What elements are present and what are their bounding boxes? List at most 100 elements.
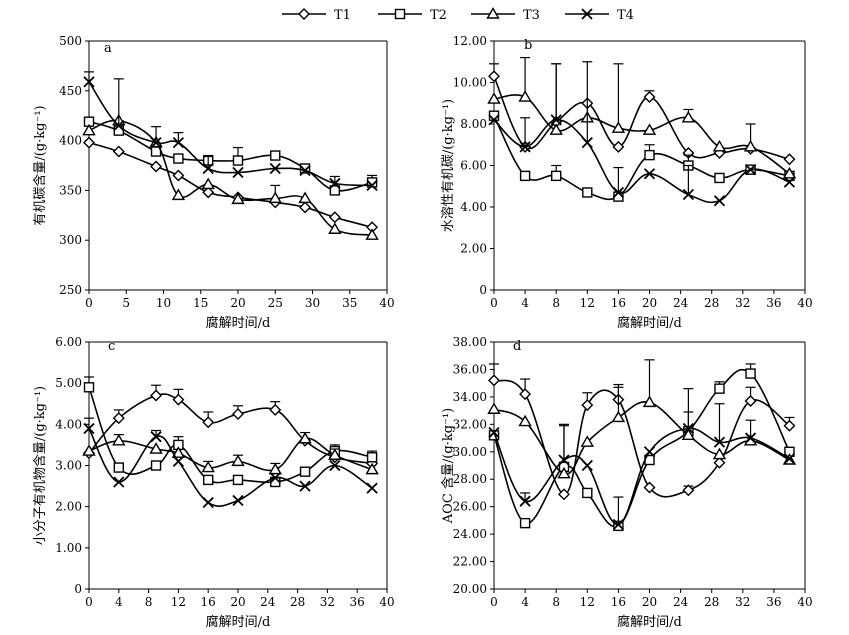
series-t3 (487, 56, 797, 179)
x-tick-label: 36 (766, 595, 781, 609)
t3-point-3 (171, 446, 186, 458)
t2-line (493, 115, 790, 201)
t4-point-6 (269, 162, 281, 175)
x-tick-label: 8 (552, 296, 560, 310)
y-axis-label: AOC 含量/(g·kg⁻¹) (440, 408, 456, 524)
y-tick-label: 34.00 (453, 390, 487, 404)
t1-point-2 (150, 160, 163, 173)
t4-line (88, 81, 373, 187)
series-t4 (83, 417, 378, 509)
t2-point-6 (270, 150, 281, 161)
t2-point-3 (173, 153, 184, 164)
t1-point-6 (269, 403, 282, 416)
t1-point-6 (682, 484, 695, 497)
t4-point-8 (744, 164, 757, 176)
x-tick-label: 4 (521, 595, 529, 609)
t3-point-2 (549, 123, 563, 135)
t3-point-7 (712, 447, 727, 460)
x-tick-label: 4 (521, 296, 529, 310)
t4-line (88, 428, 373, 507)
series-t4 (488, 388, 796, 531)
t4-point-4 (202, 162, 214, 175)
t4-point-4 (612, 186, 625, 199)
t3-point-6 (681, 428, 696, 441)
t4-point-4 (612, 518, 625, 531)
x-tick-label: 36 (766, 296, 781, 310)
t2-point-1 (519, 517, 531, 529)
t3-point-0 (487, 92, 501, 104)
t3-point-8 (328, 448, 342, 460)
x-tick-label: 12 (171, 595, 186, 609)
y-tick-label: 500 (59, 34, 82, 48)
t3-point-5 (231, 192, 245, 205)
x-tick-label: 20 (230, 296, 245, 310)
t3-point-7 (298, 431, 312, 444)
t1-point-0 (488, 374, 500, 387)
t1-point-1 (112, 145, 125, 158)
t2-point-3 (582, 187, 593, 198)
t3-point-2 (557, 466, 571, 479)
y-tick-label: 38.00 (453, 335, 487, 349)
t3-point-4 (611, 121, 626, 133)
y-axis-label: 有机碳含量/(g·kg⁻¹) (32, 105, 48, 225)
x-tick-label: 32 (735, 296, 750, 310)
t3-point-4 (201, 460, 215, 473)
y-tick-label: 24.00 (453, 527, 487, 541)
y-tick-label: 3.00 (55, 459, 82, 473)
t2-point-7 (299, 466, 311, 477)
legend-label: T2 (430, 8, 447, 23)
t1-point-4 (202, 186, 215, 199)
x-tick-label: 20 (642, 595, 657, 609)
legend: T1 T2 T3 T4 (282, 7, 634, 23)
t3-point-8 (743, 139, 758, 152)
t1-point-0 (488, 70, 500, 83)
t2-point-1 (519, 170, 531, 182)
t2-line (493, 368, 791, 528)
t1-point-3 (172, 169, 185, 182)
t2-point-7 (714, 383, 725, 394)
x-tick-label: 4 (115, 595, 123, 609)
t4-line (493, 427, 790, 526)
x-tick-label: 40 (379, 595, 394, 609)
panel-d: 0 4 8 12 16 20 24 28 32 36 40 20.00 22.00 24.00 26.00 2… (440, 335, 813, 630)
t1-line (88, 393, 373, 465)
t4-line (493, 119, 790, 204)
t2-point-8 (329, 185, 341, 196)
t1-point-2 (557, 488, 570, 501)
series-t2 (488, 363, 795, 532)
series-t2 (83, 116, 378, 196)
series-t1 (488, 363, 796, 501)
y-tick-label: 20.00 (453, 582, 487, 596)
x-tick-label: 28 (290, 595, 305, 609)
t3-point-4 (611, 410, 626, 423)
t3-point-1 (518, 414, 532, 427)
t4-point-6 (269, 472, 281, 484)
t3-point-6 (681, 110, 696, 123)
y-axis-label: 小分子有机物含量/(g·kg⁻¹) (32, 386, 48, 545)
x-axis-label: 腐解时间/d (617, 615, 682, 630)
legend-label: T4 (617, 8, 634, 23)
y-tick-label: 0 (74, 582, 82, 596)
t1-point-5 (643, 481, 656, 494)
t3-line (88, 437, 373, 472)
x-axis-label: 腐解时间/d (206, 316, 271, 331)
y-tick-label: 36.00 (453, 362, 487, 376)
x-tick-label: 15 (193, 296, 208, 310)
t3-point-1 (112, 433, 126, 446)
t2-point-9 (366, 177, 378, 188)
t1-point-5 (643, 91, 656, 104)
y-tick-label: 4.00 (55, 417, 82, 431)
t1-point-8 (744, 395, 757, 407)
y-tick-label: 32.00 (453, 417, 487, 431)
x-tick-label: 20 (230, 595, 245, 609)
t4-point-1 (519, 141, 531, 153)
t2-line (88, 387, 373, 484)
t4-point-9 (783, 453, 796, 465)
series-t3 (487, 359, 797, 479)
t3-point-3 (171, 188, 186, 201)
t4-point-5 (232, 494, 244, 507)
panel-label: c (108, 339, 115, 354)
panel-label: b (524, 38, 532, 53)
